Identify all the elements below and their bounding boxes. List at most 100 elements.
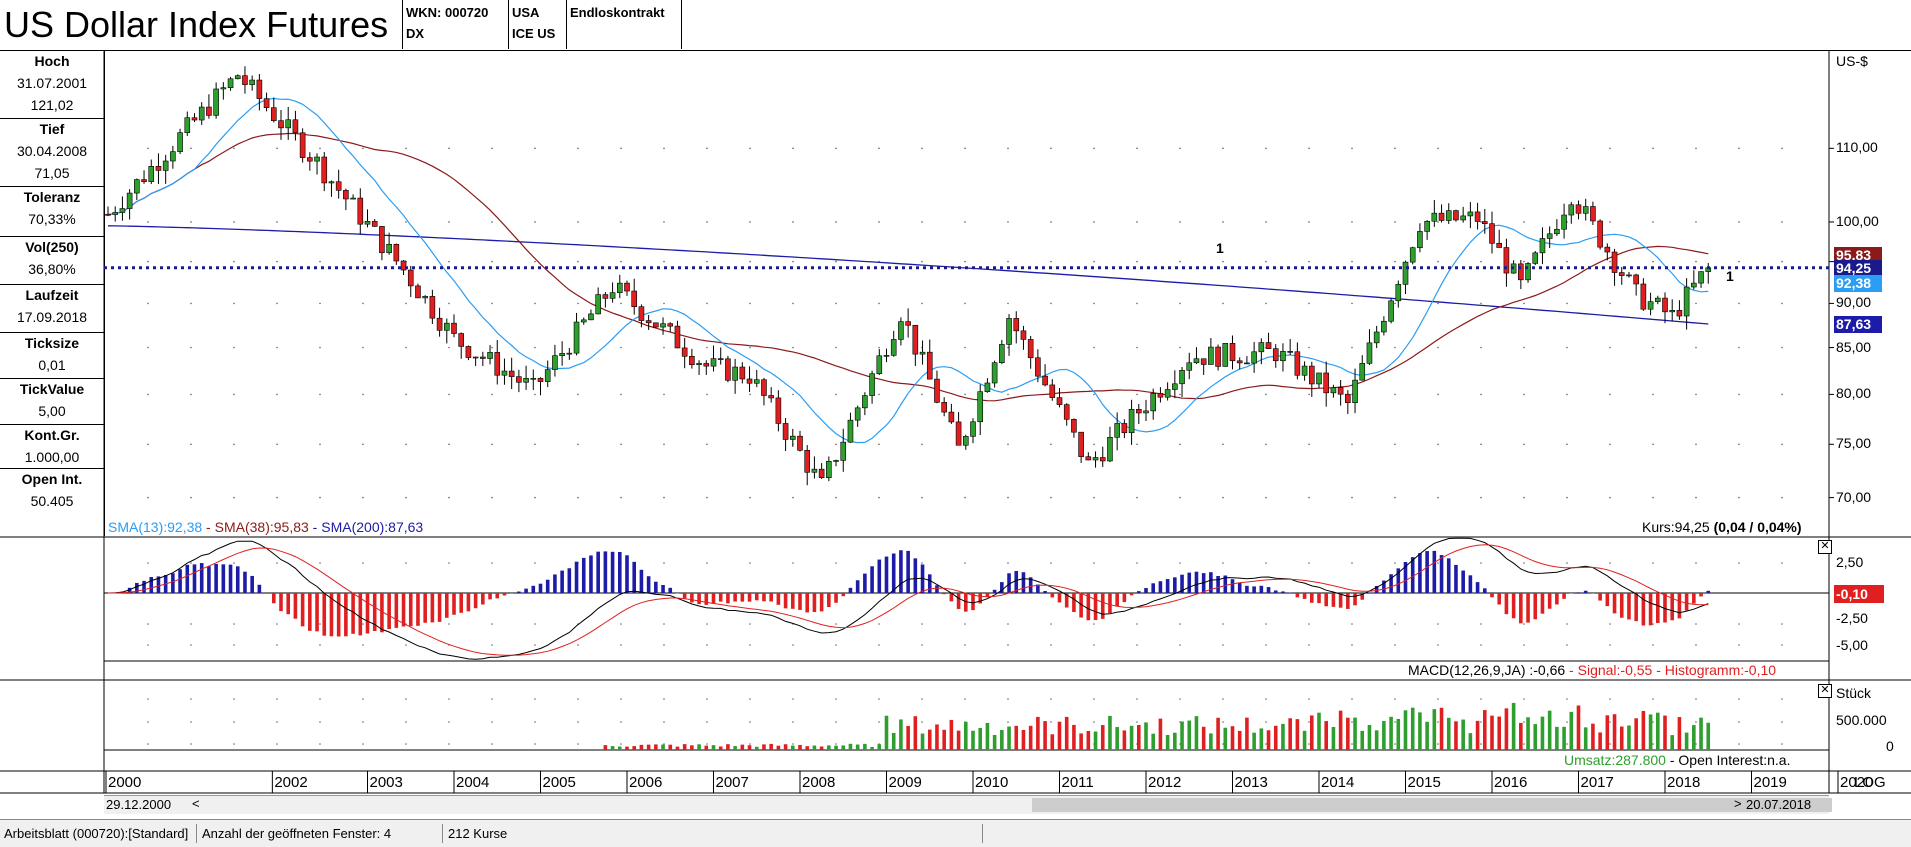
volume-bar: [820, 747, 824, 750]
grid-dot: [448, 148, 450, 150]
grid-dot: [491, 347, 493, 349]
volume-bar: [1606, 715, 1610, 750]
volume-bar: [1418, 712, 1422, 750]
macd-histogram-bar: [863, 574, 867, 593]
grid-dot: [1351, 623, 1353, 625]
macd-histogram-bar: [1454, 565, 1458, 593]
macd-histogram-bar: [1627, 593, 1631, 619]
legend-sma13: SMA(13):92,38: [108, 519, 202, 535]
signal-value: Signal:-0,55: [1578, 662, 1653, 678]
volume-bar: [1238, 731, 1242, 750]
macd-histogram-bar: [524, 589, 528, 593]
volume-bar: [1642, 711, 1646, 750]
macd-histogram-bar: [1094, 593, 1098, 620]
grid-dot: [405, 562, 407, 564]
scroll-right-arrow[interactable]: >: [1734, 796, 1742, 811]
candle-down: [682, 348, 687, 356]
grid-dot: [1523, 644, 1525, 646]
macd-histogram-bar: [683, 593, 687, 598]
macd-histogram-bar: [1238, 583, 1242, 593]
volume-bar: [647, 745, 651, 750]
macd-close-icon[interactable]: ✕: [1818, 540, 1832, 554]
grid-dot: [835, 221, 837, 223]
macd-histogram-bar: [1267, 587, 1271, 593]
grid-dot: [491, 644, 493, 646]
grid-dot: [1308, 443, 1310, 445]
grid-dot: [1480, 347, 1482, 349]
grid-dot: [1652, 347, 1654, 349]
grid-dot: [1523, 623, 1525, 625]
candle-down: [1014, 318, 1019, 330]
volume-bar: [1678, 717, 1682, 750]
grid-dot: [190, 303, 192, 305]
grid-dot: [448, 221, 450, 223]
grid-dot: [1308, 698, 1310, 700]
grid-dot: [276, 443, 278, 445]
volume-bar: [1368, 725, 1372, 750]
macd-histogram-bar: [1483, 588, 1487, 593]
macd-histogram-bar: [395, 593, 399, 628]
grid-dot: [276, 562, 278, 564]
candle-up: [228, 79, 233, 88]
scroll-left-arrow[interactable]: <: [192, 796, 200, 811]
grid-dot: [362, 148, 364, 150]
grid-dot: [964, 644, 966, 646]
grid-dot: [878, 721, 880, 723]
macd-histogram-bar: [1187, 573, 1191, 593]
candle-up: [1417, 231, 1422, 247]
macd-histogram-bar: [1058, 593, 1062, 602]
macd-histogram-bar: [1151, 583, 1155, 593]
grid-dot: [620, 698, 622, 700]
price-tag: 94,25: [1834, 260, 1882, 277]
candle-up: [1302, 366, 1307, 375]
grid-dot: [1781, 443, 1783, 445]
macd-histogram-bar: [409, 593, 413, 626]
candle-up: [185, 118, 190, 133]
year-label: 2007: [716, 774, 749, 791]
volume-bar: [1375, 730, 1379, 750]
grid-dot: [1394, 347, 1396, 349]
grid-dot: [233, 623, 235, 625]
candle-down: [106, 214, 111, 215]
candle-up: [1468, 212, 1473, 216]
volume-close-icon[interactable]: ✕: [1818, 684, 1832, 698]
grid-dot: [276, 221, 278, 223]
grid-dot: [1738, 394, 1740, 396]
grid-dot: [1695, 623, 1697, 625]
grid-dot: [190, 497, 192, 499]
grid-dot: [620, 623, 622, 625]
macd-histogram-bar: [625, 555, 629, 593]
grid-dot: [1394, 721, 1396, 723]
scrollbar-thumb[interactable]: [1032, 798, 1832, 812]
volume-bar: [690, 745, 694, 750]
grid-dot: [706, 303, 708, 305]
macd-histogram-bar: [1346, 593, 1350, 609]
grid-dot: [620, 644, 622, 646]
grid-dot: [448, 394, 450, 396]
grid-dot: [276, 347, 278, 349]
grid-dot: [1437, 303, 1439, 305]
candle-down: [819, 469, 824, 478]
volume-bar: [1526, 717, 1530, 750]
volume-bar: [813, 746, 817, 750]
candle-down: [156, 166, 161, 170]
macd-histogram-bar: [531, 586, 535, 593]
log-scale-toggle[interactable]: LOG: [1854, 774, 1886, 791]
grid-dot: [663, 698, 665, 700]
volume-bar: [1130, 726, 1134, 750]
volume-bar: [1649, 714, 1653, 750]
candle-down: [1266, 343, 1271, 349]
macd-histogram-bar: [1440, 555, 1444, 593]
time-scrollbar[interactable]: 29.12.2000 < > 20.07.2018: [104, 795, 1829, 814]
grid-dot: [319, 303, 321, 305]
volume-bar: [1029, 726, 1033, 750]
grid-dot: [878, 221, 880, 223]
grid-dot: [1351, 261, 1353, 263]
volume-bar: [1094, 732, 1098, 750]
grid-dot: [964, 623, 966, 625]
grid-dot: [233, 443, 235, 445]
grid-dot: [706, 644, 708, 646]
grid-dot: [1265, 743, 1267, 745]
grid-dot: [1179, 443, 1181, 445]
